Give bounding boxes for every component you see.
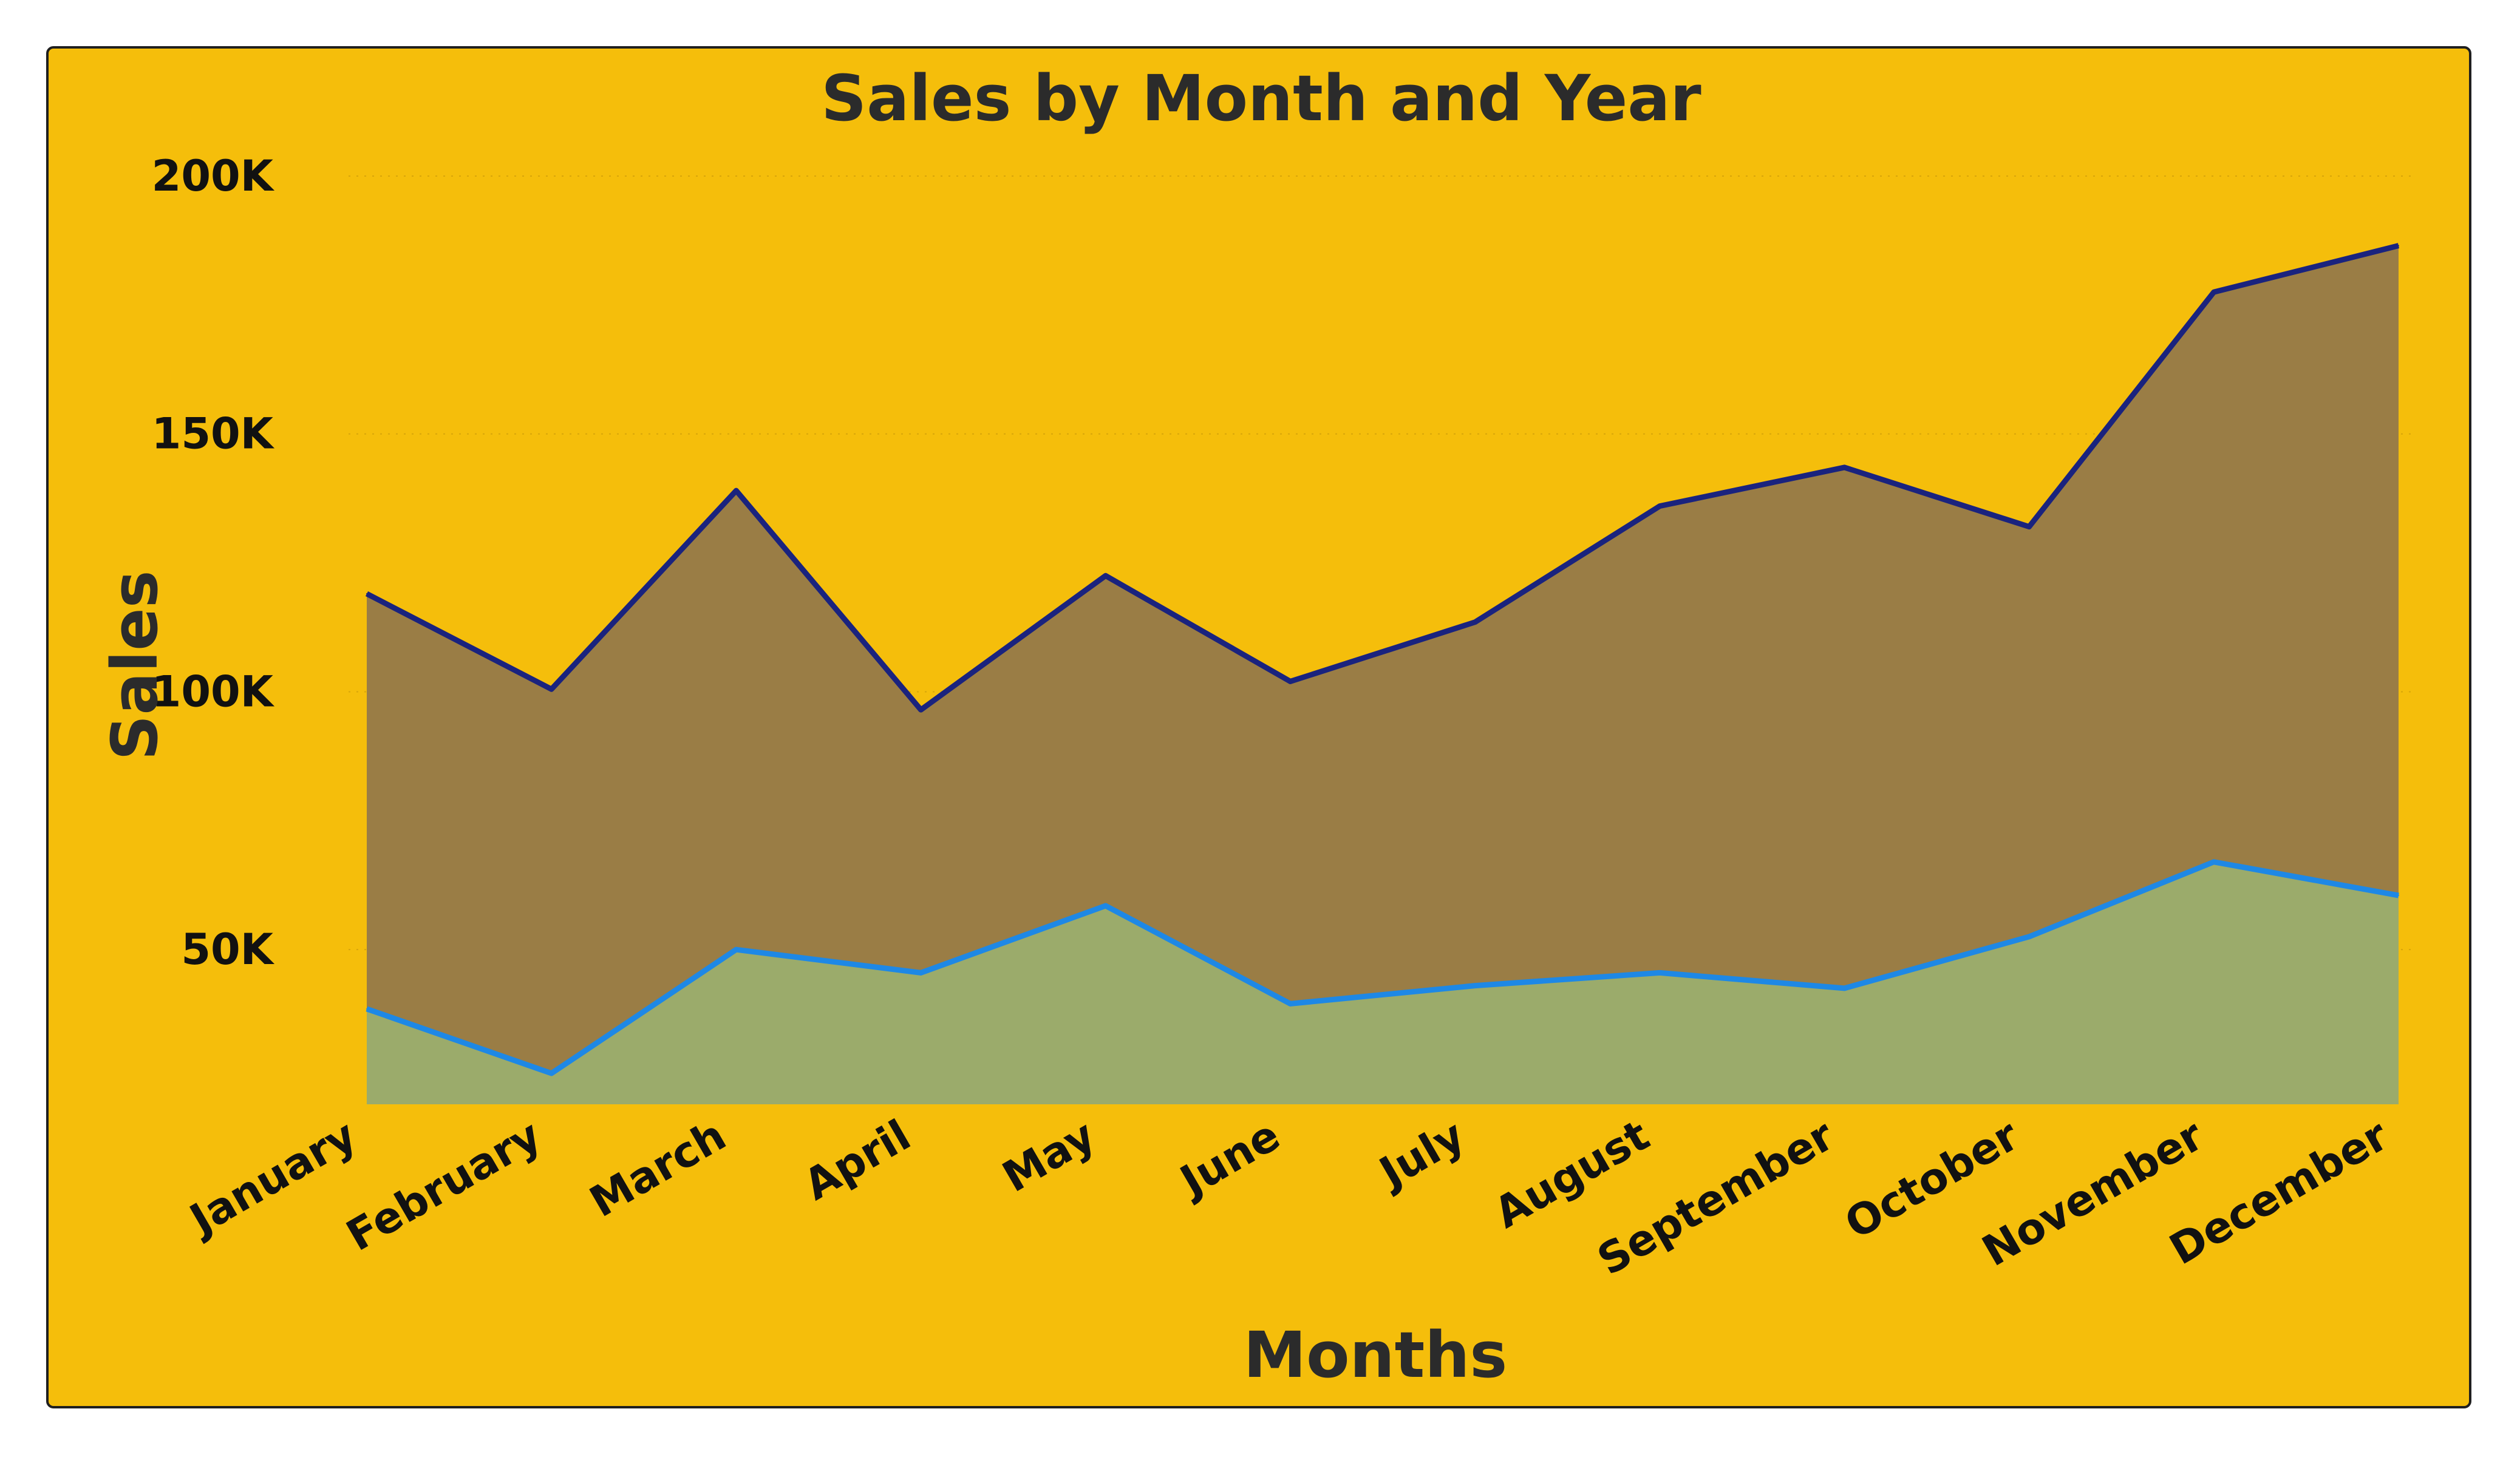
series-2-point-july	[1474, 985, 1476, 987]
series-2-point-november	[2213, 861, 2215, 863]
series-2-point-october	[2028, 936, 2030, 937]
series-2-point-april	[920, 972, 922, 974]
series-1-point-may	[1105, 575, 1106, 577]
series-1-point-august	[1659, 505, 1661, 507]
series-2-line	[366, 859, 2399, 1076]
x-tick-label-february: February	[338, 1110, 550, 1261]
x-axis-title: Months	[1244, 1318, 1508, 1392]
series-2-point-december	[2398, 894, 2399, 896]
area-layer	[367, 245, 2399, 1104]
x-tick-label-january: January	[180, 1110, 365, 1246]
series-2-point-january	[366, 1008, 367, 1010]
series-2-point-june	[1289, 1003, 1291, 1005]
series-1-point-february	[551, 688, 553, 690]
series-1-point-march	[735, 490, 737, 492]
y-axis-ticks: 50K 100K 150K 200K	[152, 151, 275, 974]
x-tick-label-may: May	[994, 1110, 1103, 1202]
series-2-point-february	[551, 1073, 553, 1075]
x-tick-label-july: July	[1369, 1110, 1473, 1199]
series-1-point-june	[1289, 681, 1291, 682]
x-tick-label-april: April	[795, 1110, 919, 1210]
chart-title: Sales by Month and Year	[821, 61, 1701, 135]
series-2-point-march	[735, 949, 737, 951]
y-tick-label: 50K	[181, 925, 274, 974]
line-layer	[365, 243, 2400, 1076]
series-1-point-november	[2213, 291, 2215, 293]
y-tick-label: 150K	[152, 409, 275, 459]
series-1-point-april	[920, 709, 922, 711]
series-1-line	[365, 243, 2400, 713]
x-tick-label-june: June	[1170, 1110, 1288, 1207]
series-1-point-october	[2028, 526, 2030, 528]
series-2-point-september	[1844, 987, 1845, 989]
y-axis-title: Sales	[98, 570, 172, 760]
y-tick-label: 100K	[152, 667, 275, 716]
series-1-point-december	[2398, 245, 2399, 246]
area-chart: Sales by Month and Year 50K100K150K200K …	[98, 61, 2411, 1392]
chart-card: Sales by Month and Year 50K 100K 150K 200K …	[46, 46, 2471, 1408]
series-1-point-january	[366, 593, 367, 595]
y-tick-label: 200K	[152, 151, 275, 201]
series-1-point-july	[1474, 621, 1476, 623]
series-2-point-may	[1105, 905, 1106, 906]
series-1-point-september	[1844, 466, 1845, 468]
series-2-area	[367, 861, 2399, 1104]
x-tick-label-march: March	[582, 1110, 734, 1227]
series-1-area	[367, 245, 2399, 1104]
series-2-point-august	[1659, 972, 1661, 974]
